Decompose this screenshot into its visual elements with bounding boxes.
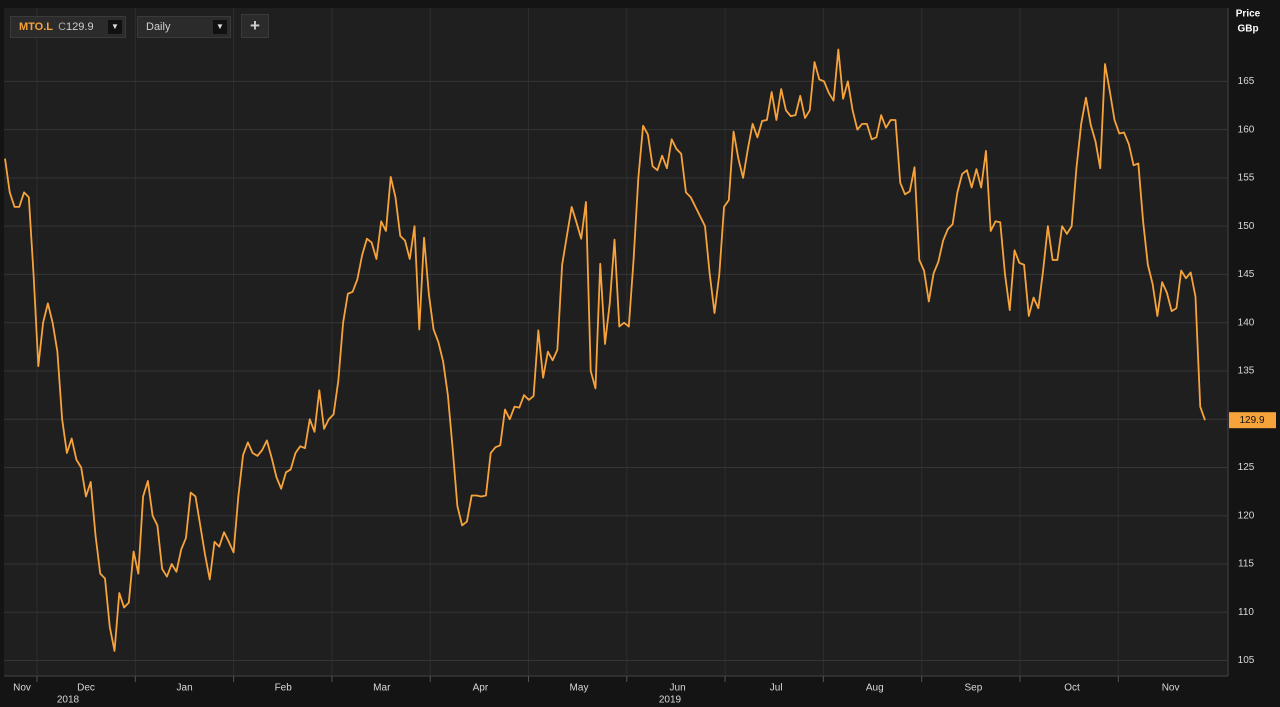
y-tick-label: 120 (1238, 510, 1255, 521)
y-tick-label: 165 (1238, 76, 1255, 87)
x-tick-label: Sep (965, 683, 983, 694)
y-tick-label: 135 (1238, 366, 1255, 377)
y-unit: GBp (1237, 24, 1258, 35)
y-tick-label: 140 (1238, 317, 1255, 328)
x-tick-label: May (570, 683, 589, 694)
last-label: C (58, 21, 67, 33)
y-tick-label: 155 (1238, 173, 1255, 184)
x-tick-label: Nov (13, 683, 31, 694)
x-tick-label: Jun (670, 683, 686, 694)
interval-box[interactable]: Daily ▼ (137, 16, 231, 38)
add-button[interactable]: + (241, 14, 269, 38)
y-tick-label: 160 (1238, 124, 1255, 135)
last-price-label: 129.9 (1239, 415, 1264, 426)
dropdown-arrow[interactable]: ▼ (108, 20, 122, 34)
year-label: 2018 (57, 695, 80, 706)
ticker-box[interactable]: MTO.L C129.9 ▼ (10, 16, 126, 38)
x-tick-label: Jan (177, 683, 193, 694)
ticker: MTO.L (19, 21, 54, 33)
x-tick-label: Apr (473, 683, 489, 694)
x-tick-label: Aug (866, 683, 884, 694)
x-tick-label: Mar (373, 683, 391, 694)
plot-area (4, 8, 1228, 676)
y-tick-label: 115 (1238, 559, 1254, 570)
y-tick-label: 110 (1238, 607, 1254, 618)
last-price-badge (1229, 412, 1276, 429)
y-tick-label: 125 (1238, 462, 1255, 473)
x-tick-label: Oct (1064, 683, 1080, 694)
last-value: 129.9 (66, 21, 94, 33)
y-tick-label: 105 (1238, 655, 1255, 666)
interval: Daily (146, 21, 171, 33)
y-label: Price (1236, 9, 1261, 20)
y-tick-label: 145 (1238, 269, 1255, 280)
y-tick-label: 150 (1238, 221, 1255, 232)
x-tick-label: Feb (275, 683, 293, 694)
x-tick-label: Nov (1162, 683, 1180, 694)
dropdown-arrow[interactable]: ▼ (213, 20, 227, 34)
x-tick-label: Jul (770, 683, 783, 694)
year-label: 2019 (659, 695, 682, 706)
price-line (4, 48, 1206, 652)
x-tick-label: Dec (77, 683, 95, 694)
